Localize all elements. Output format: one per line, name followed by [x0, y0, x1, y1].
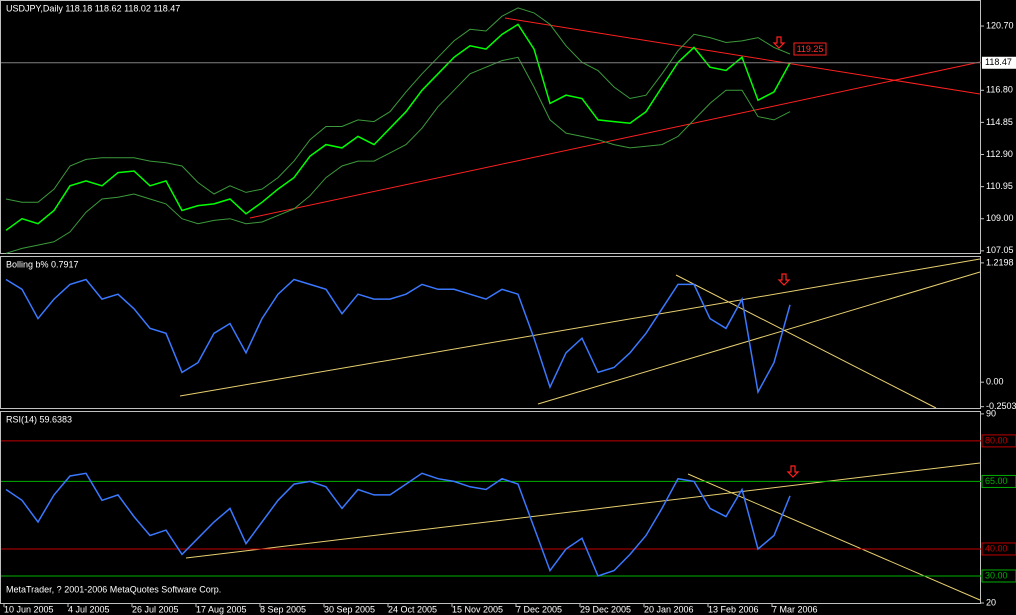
- level-label-box: [981, 434, 1016, 448]
- trend-line: [537, 271, 981, 405]
- x-tick-label: 29 Dec 2005: [580, 604, 631, 614]
- alert-box: [793, 42, 827, 56]
- footer: MetaTrader, ? 2001-2006 MetaQuotes Softw…: [6, 584, 221, 594]
- y-tick-label: 90: [986, 408, 996, 418]
- arrows: [772, 36, 800, 478]
- x-tick-label: 20 Jan 2006: [644, 604, 694, 614]
- indicator-title: Bolling b% 0.7917: [6, 259, 79, 269]
- level-label: 80.00: [985, 435, 1008, 445]
- x-tick-label: 30 Sep 2005: [324, 604, 375, 614]
- x-tick-label: 7 Dec 2005: [516, 604, 562, 614]
- alert-label: 119.25: [797, 44, 824, 54]
- trend-line: [185, 462, 981, 559]
- y-tick-label: 1.2198: [986, 257, 1014, 267]
- x-tick-label: 13 Feb 2006: [708, 604, 759, 614]
- x-tick-label: 26 Jul 2005: [132, 604, 179, 614]
- down-arrow: [786, 465, 800, 478]
- trend-line: [675, 274, 937, 409]
- pane-frame: [0, 411, 981, 604]
- y-tick-label: 0.00: [986, 377, 1004, 387]
- down-arrow: [772, 36, 786, 49]
- series-line: [5, 56, 791, 254]
- y-tick-label: 112.90: [986, 149, 1013, 159]
- y-tick-label: 109.00: [986, 213, 1014, 223]
- x-tick-label: 10 Jun 2005: [4, 604, 54, 614]
- last-price-box: [982, 56, 1016, 69]
- series-line: [5, 7, 791, 203]
- pane-frame: [0, 256, 981, 409]
- y-tick-label: 20: [986, 597, 996, 607]
- level-label-box: [981, 474, 1016, 488]
- y-tick-label: 120.70: [986, 20, 1014, 30]
- x-tick-label: 24 Oct 2005: [388, 604, 437, 614]
- level-label: 30.00: [985, 570, 1008, 580]
- series-line: [5, 23, 791, 231]
- y-tick-label: 110.95: [986, 181, 1013, 191]
- y-tick-label: 116.80: [986, 85, 1013, 95]
- y-tick-label: 107.05: [986, 245, 1014, 255]
- x-tick-label: 17 Aug 2005: [196, 604, 247, 614]
- y-tick-label: -0.2503: [986, 401, 1016, 411]
- trend-line: [179, 258, 981, 397]
- y-tick-label: 114.85: [986, 117, 1013, 127]
- pane-frames: [0, 0, 981, 604]
- trend-lines: [179, 17, 981, 601]
- last-price-label: 118.47: [985, 57, 1012, 67]
- pane-frame: [0, 0, 981, 254]
- trend-line: [687, 473, 981, 601]
- series-line: [5, 472, 791, 577]
- level-label: 40.00: [985, 543, 1008, 553]
- trend-line: [249, 61, 981, 219]
- trend-line: [504, 17, 981, 95]
- level-label-box: [981, 542, 1016, 556]
- level-label: 65.00: [985, 476, 1008, 486]
- down-arrow: [777, 273, 791, 286]
- x-tick-label: 8 Sep 2005: [260, 604, 306, 614]
- x-tick-label: 7 Mar 2006: [772, 604, 818, 614]
- indicator-title: RSI(14) 59.6383: [6, 414, 72, 424]
- chart-title: USDJPY,Daily 118.18 118.62 118.02 118.47: [6, 3, 180, 13]
- level-label-box: [981, 569, 1016, 583]
- series-line: [5, 278, 791, 395]
- x-tick-label: 15 Nov 2005: [452, 604, 503, 614]
- x-tick-label: 4 Jul 2005: [68, 604, 110, 614]
